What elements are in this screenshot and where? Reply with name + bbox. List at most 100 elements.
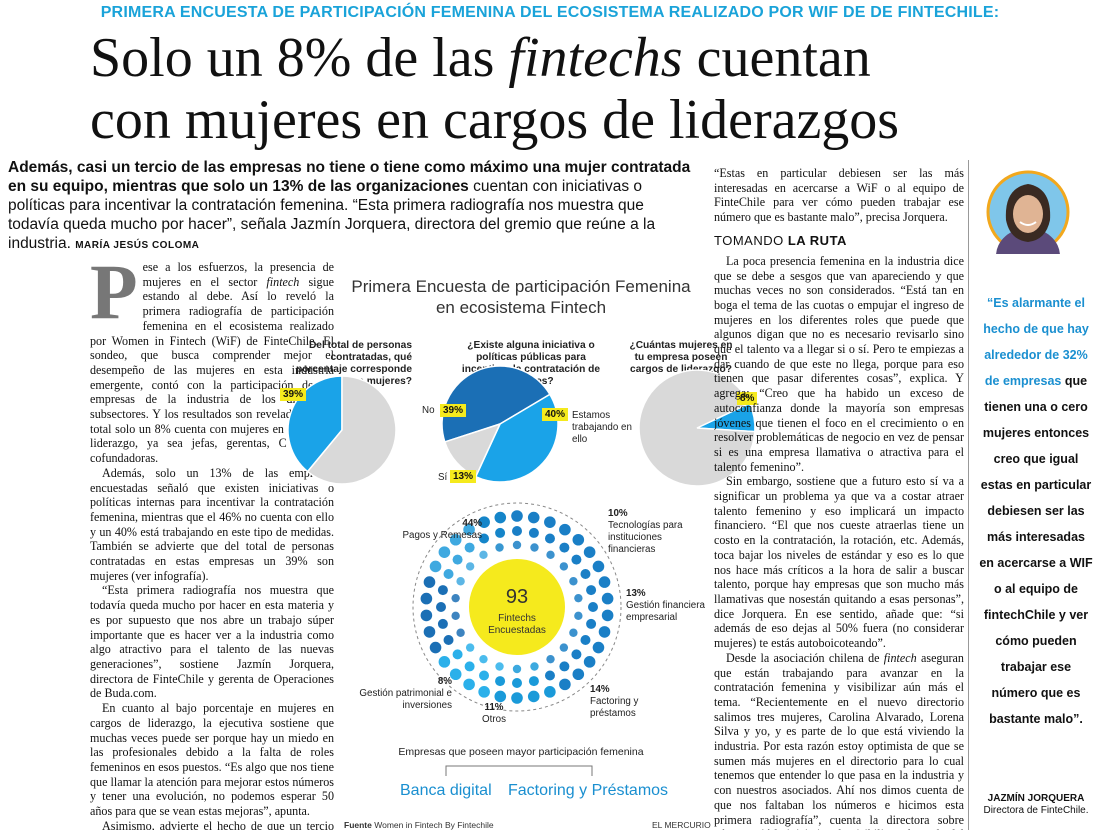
pie2-yes-pct: 13%: [450, 470, 477, 483]
donut-dot: [420, 592, 433, 605]
donut-dot: [598, 626, 611, 638]
donut-total: 93: [506, 586, 528, 608]
section-heading: TOMANDO LA RUTA: [714, 232, 847, 248]
lede: Además, casi un tercio de las empresas n…: [8, 159, 691, 252]
donut-dot: [586, 618, 597, 629]
donut-dot: [527, 690, 540, 703]
donut-factoring: 14% Factoring y préstamos: [590, 684, 639, 719]
pie3-label: 8%: [737, 392, 758, 405]
donut-dot: [601, 592, 614, 605]
donut-dot: [449, 533, 462, 546]
donut-dot: [528, 527, 539, 538]
donut-dot: [559, 661, 570, 672]
donut-dot: [583, 546, 596, 558]
donut-dot: [437, 585, 448, 596]
donut-dot: [572, 533, 585, 546]
pie2-yes-label: Sí: [438, 472, 448, 483]
drop-cap: P: [90, 260, 138, 335]
pull-quote: “Es alarmante el hecho de que hay alrede…: [979, 296, 1093, 726]
donut-dot: [544, 670, 555, 681]
question-1: Del total de personas contratadas, qué p…: [295, 340, 412, 387]
donut-dot: [465, 643, 475, 652]
donut-dot: [544, 516, 556, 528]
donut-dot: [569, 577, 578, 586]
donut-dot: [544, 686, 556, 698]
donut-center-label: Fintechs: [498, 613, 536, 624]
credit: EL MERCURIO: [652, 820, 711, 830]
donut-dot: [511, 692, 523, 704]
donut-dot: [512, 526, 522, 536]
pie1-slice-1: [306, 375, 397, 485]
donut-dot: [449, 668, 462, 681]
pie2-no-label: No: [422, 405, 435, 416]
donut-dot: [495, 527, 506, 538]
bottom-banca: Banca digital: [400, 782, 492, 799]
donut-dot: [559, 542, 570, 553]
donut-dot: [572, 668, 585, 681]
donut-center: [469, 559, 565, 655]
donut-dot: [569, 628, 578, 637]
pie2-working-label: Estamos trabajando en ello: [572, 410, 632, 445]
donut-dot: [451, 593, 460, 603]
donut-dot: [588, 602, 598, 612]
donut-dot: [494, 511, 507, 524]
donut-dot: [528, 676, 539, 687]
donut-dot: [601, 609, 614, 622]
column-divider: [968, 160, 969, 830]
donut-dot: [530, 662, 539, 671]
donut-dot: [574, 611, 583, 621]
donut-dot: [512, 540, 522, 550]
donut-dot: [437, 618, 448, 629]
donut-dot: [559, 643, 569, 652]
donut-dot: [429, 641, 442, 654]
headline-line2: con mujeres en cargos de liderazgos: [90, 89, 900, 151]
donut-dot: [479, 550, 488, 560]
donut-dot: [463, 678, 475, 691]
donut-dot: [559, 678, 571, 691]
donut-dot: [592, 560, 605, 573]
donut-center-label: Encuestadas: [488, 625, 546, 636]
donut-dot: [544, 533, 555, 544]
donut-dot: [527, 511, 540, 524]
donut-dot: [574, 593, 583, 603]
headline-line1: Solo un 8% de las fintechs cuentan: [90, 27, 871, 89]
pie1-label: 39%: [280, 388, 307, 401]
donut-gestion-fin: 13% Gestión financiera empresarial: [626, 588, 705, 623]
donut-dot: [479, 533, 490, 544]
donut-otros: 11% Otros: [482, 702, 506, 725]
donut-dot: [429, 560, 442, 573]
donut-dot: [494, 690, 507, 703]
infographic: Primera Encuesta de participación Femeni…: [280, 262, 758, 830]
donut-dot: [580, 569, 591, 580]
donut-dot: [438, 546, 451, 558]
infographic-title: Primera Encuesta de participación Femeni…: [351, 277, 691, 317]
donut-dot: [546, 550, 555, 560]
kicker: PRIMERA ENCUESTA DE PARTICIPACIÓN FEMENI…: [100, 4, 1000, 21]
bottom-caption: Empresas que poseen mayor participación …: [398, 746, 644, 758]
donut-dot: [456, 577, 465, 586]
donut-dot: [423, 576, 436, 588]
donut-dot: [420, 609, 433, 622]
donut-dot: [512, 664, 522, 674]
donut-dot: [495, 543, 504, 552]
pie2-slice-0: [441, 365, 551, 443]
donut-outline: [412, 502, 622, 712]
donut-dot: [512, 678, 522, 688]
pie2-no-pct: 39%: [440, 404, 467, 417]
quote-signature: JAZMÍN JORQUERA Directora de FinteChile.: [983, 793, 1089, 816]
article-column-3: “Estas en particular debiesen ser las má…: [714, 166, 964, 830]
donut-dot: [580, 634, 591, 645]
portrait-avatar: [986, 170, 1070, 254]
donut-dot: [586, 585, 597, 596]
donut-dot: [443, 569, 454, 580]
donut-dot: [479, 654, 488, 664]
donut-dot: [546, 654, 555, 664]
donut-dot: [452, 554, 463, 565]
source: Fuente Women in Fintech By Fintechile: [344, 820, 494, 830]
donut-dot: [479, 670, 490, 681]
donut-dot: [583, 656, 596, 668]
question-3: ¿Cuántas mujeres en tu empresa poseen ca…: [629, 340, 733, 375]
donut-dot: [465, 562, 475, 571]
donut-dot: [478, 686, 490, 698]
